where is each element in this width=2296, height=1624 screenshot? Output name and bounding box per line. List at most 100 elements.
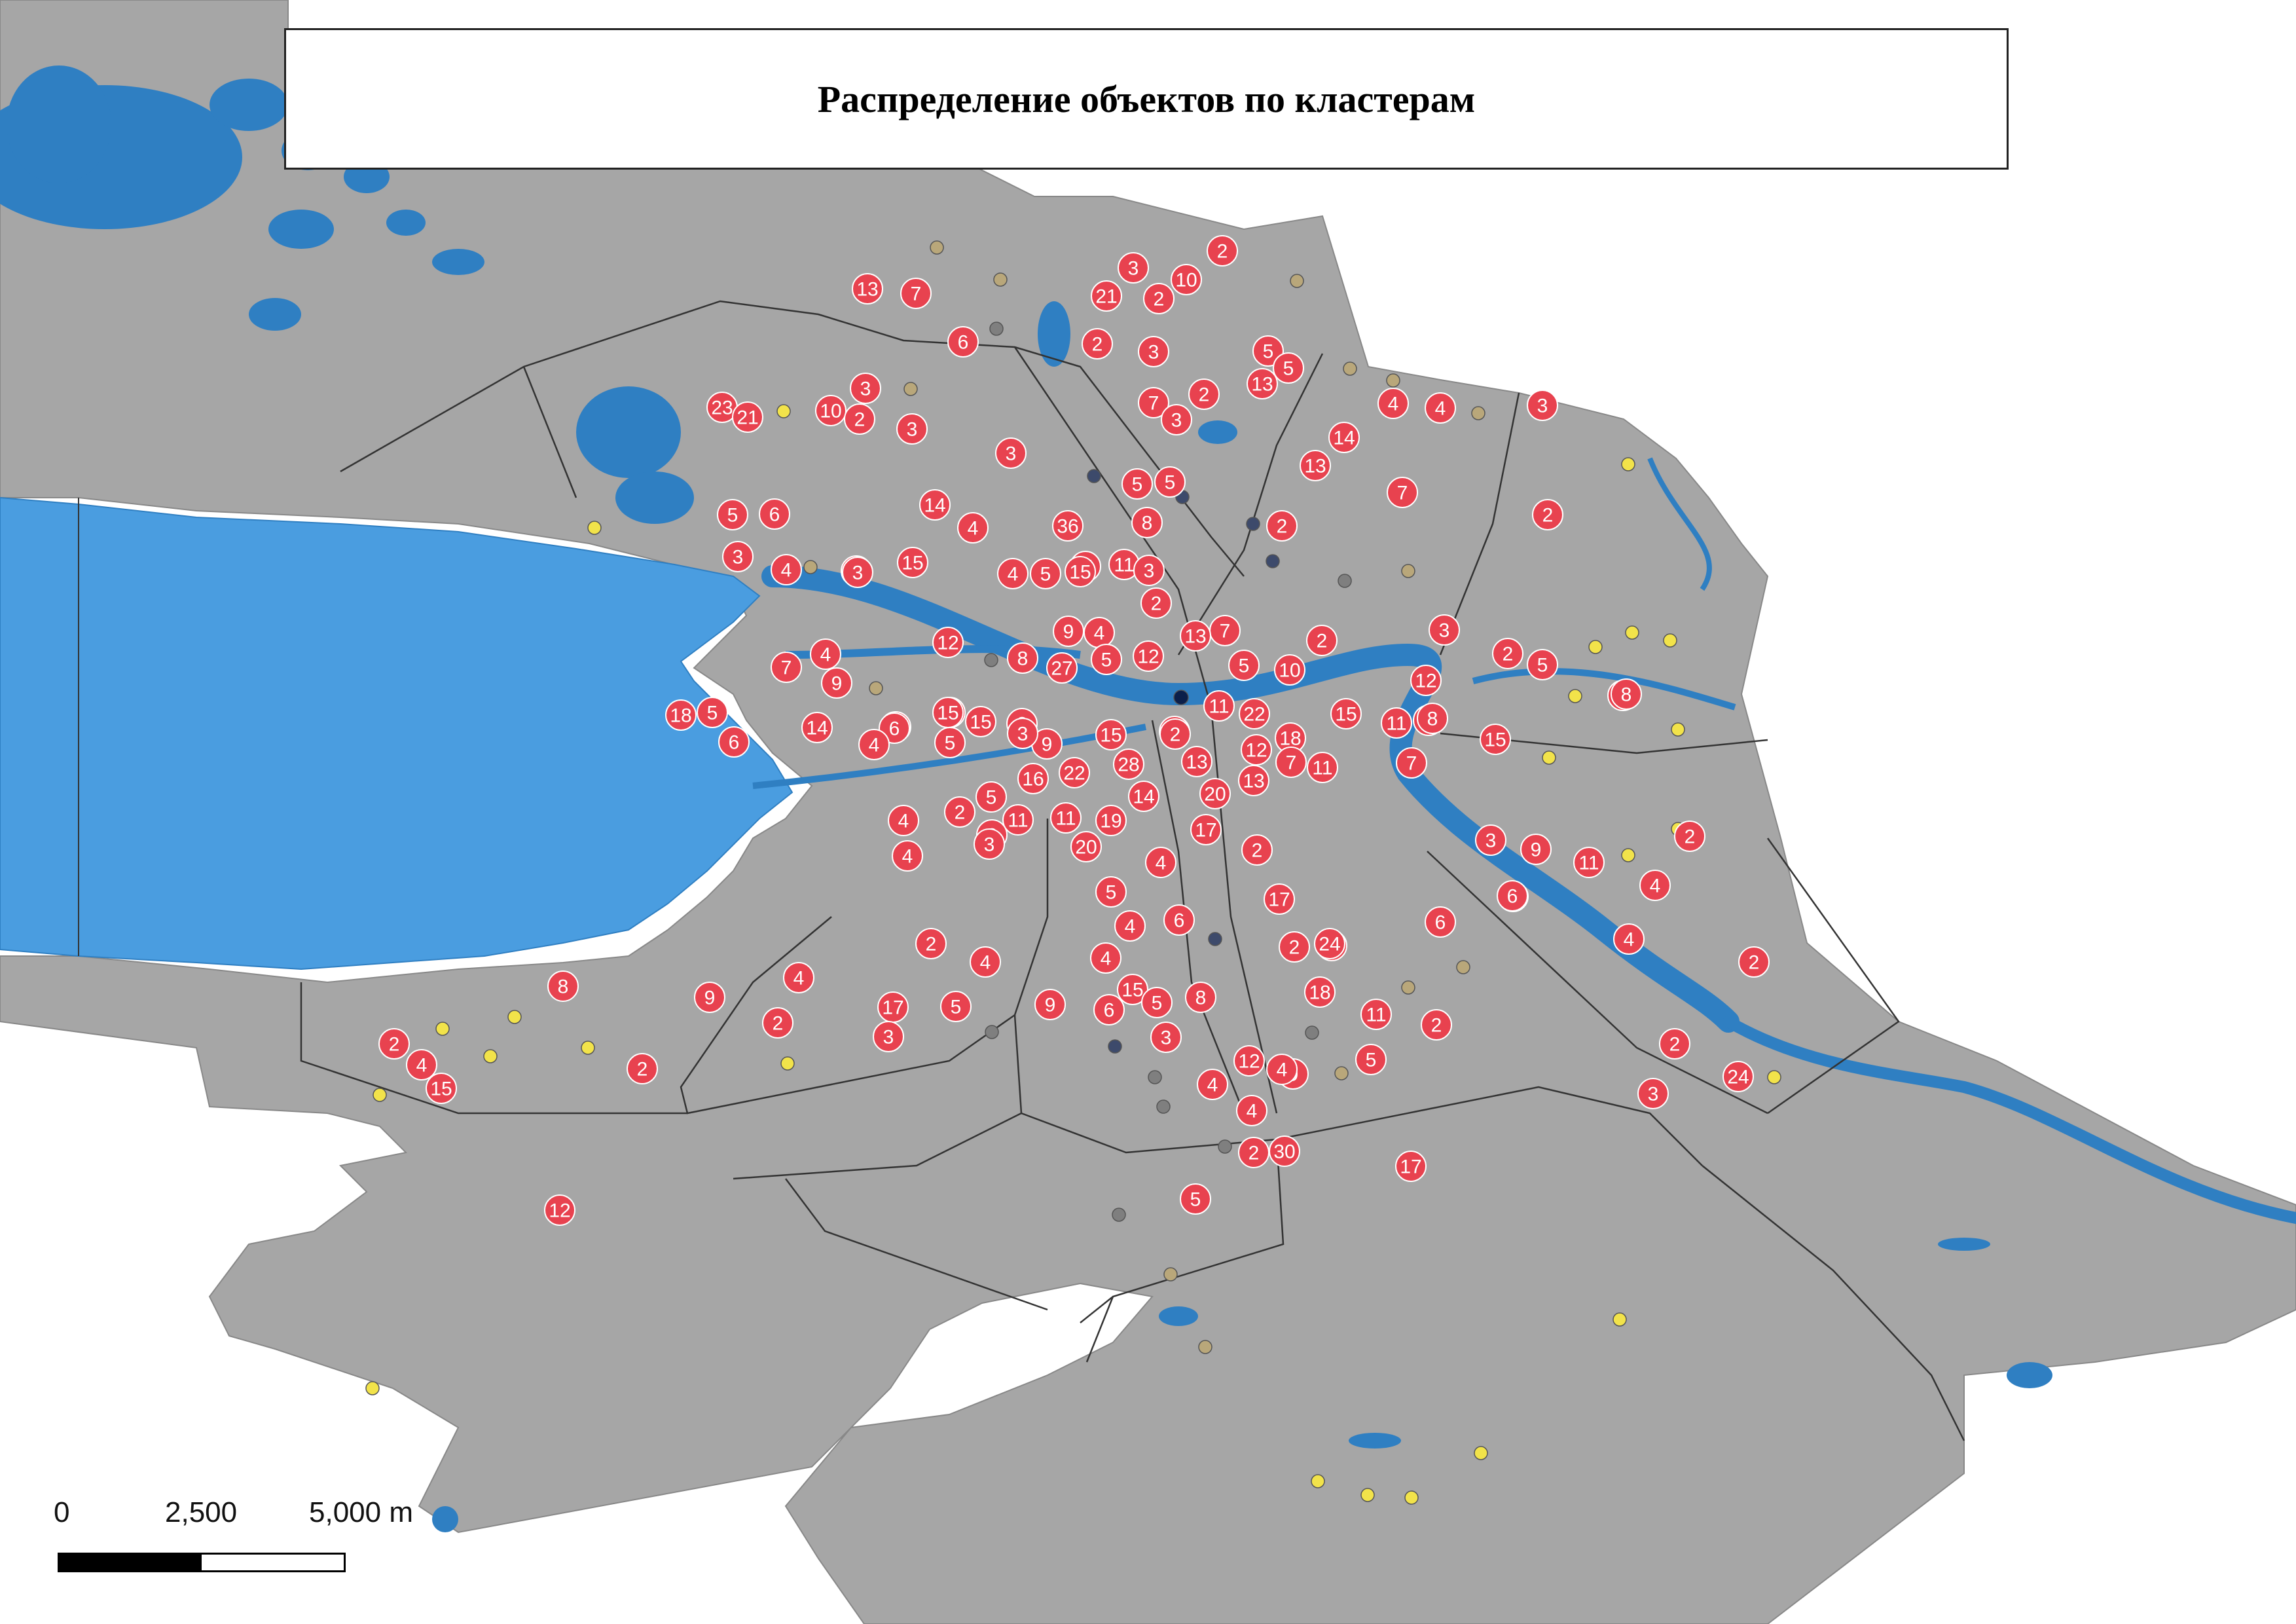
scale-segment-white — [202, 1555, 344, 1570]
cluster-count-label: 2 — [1252, 840, 1263, 862]
cluster-count-label: 9 — [1045, 995, 1056, 1016]
cluster-count-label: 5 — [727, 505, 738, 526]
cluster-marker: 4 — [1084, 617, 1115, 648]
cluster-count-label: 3 — [1439, 620, 1450, 642]
cluster-count-label: 9 — [704, 987, 716, 1009]
cluster-count-label: 4 — [1008, 564, 1019, 585]
point-tan — [1471, 406, 1485, 420]
cluster-marker-circle — [970, 946, 1001, 978]
cluster-marker-circle — [1030, 558, 1061, 589]
cluster-marker: 3 — [995, 437, 1027, 469]
cluster-marker-circle — [1143, 283, 1175, 314]
scale-bar: 0 2,500 5,000 m — [54, 1496, 413, 1601]
cluster-marker: 5 — [1180, 1183, 1211, 1215]
cluster-marker-circle — [1141, 987, 1173, 1018]
cluster-marker: 2 — [944, 796, 975, 828]
cluster-count-label: 3 — [733, 547, 744, 568]
cluster-marker: 7 — [1396, 747, 1427, 779]
small-ponds — [432, 1238, 2052, 1532]
cluster-marker: 14 — [1328, 422, 1360, 453]
cluster-marker: 4 — [997, 558, 1029, 589]
cluster-marker-circle — [1417, 703, 1448, 734]
scale-segment-black — [60, 1555, 202, 1570]
cluster-marker: 2 — [915, 928, 947, 959]
cluster-count-label: 28 — [1118, 754, 1139, 776]
cluster-marker-circle — [1095, 719, 1127, 750]
cluster-count-label: 10 — [1279, 660, 1300, 682]
cluster-count-label: 6 — [958, 332, 969, 354]
cluster-marker: 12 — [932, 627, 964, 658]
cluster-marker: 4 — [1377, 388, 1409, 419]
cluster-marker: 30 — [1269, 1135, 1300, 1167]
cluster-count-label: 4 — [820, 644, 831, 666]
cluster-marker: 2 — [1241, 834, 1273, 866]
cluster-marker-circle — [732, 401, 763, 433]
point-dots — [365, 240, 1781, 1505]
cluster-marker: 10 — [815, 395, 847, 426]
cluster-marker: 8 — [1417, 703, 1448, 734]
cluster-marker-circle — [1133, 640, 1164, 672]
cluster-count-label: 8 — [1017, 648, 1029, 670]
cluster-marker-circle — [722, 541, 754, 572]
cluster-marker-circle — [850, 373, 881, 404]
point-yellow — [507, 1010, 522, 1024]
cluster-marker: 4 — [892, 840, 923, 872]
cluster-count-label: 4 — [416, 1055, 428, 1077]
cluster-marker-circle — [1307, 752, 1338, 783]
river-east — [1647, 457, 1712, 591]
cluster-marker: 5 — [1252, 335, 1284, 367]
cluster-marker: 3 — [1429, 614, 1460, 646]
cluster-marker-circle — [801, 712, 833, 743]
point-gray — [1305, 1025, 1319, 1040]
point-tan — [1401, 980, 1415, 995]
point-yellow — [1767, 1070, 1781, 1084]
cluster-marker-circle — [1002, 804, 1034, 836]
cluster-marker-circle — [1138, 336, 1169, 367]
cluster-marker: 27 — [1046, 652, 1078, 684]
cluster-marker: 3 — [722, 541, 754, 572]
cluster-marker-circle — [810, 638, 841, 670]
cluster-marker-circle — [1279, 931, 1310, 963]
cluster-marker-circle — [1674, 821, 1705, 852]
cluster-marker: 20 — [1070, 831, 1102, 862]
cluster-marker-circle — [1095, 805, 1127, 836]
cluster-marker-circle — [1355, 1044, 1387, 1075]
cluster-marker-circle — [1520, 834, 1552, 865]
cluster-marker-circle — [919, 489, 951, 521]
cluster-marker: 2 — [844, 403, 875, 435]
cluster-marker: 4 — [970, 946, 1001, 978]
cluster-marker: 9 — [1034, 989, 1066, 1020]
cluster-marker: 3 — [1150, 1022, 1182, 1053]
cluster-count-label: 11 — [1312, 758, 1332, 779]
cluster-marker-circle — [1330, 698, 1362, 729]
cluster-marker: 5 — [1154, 466, 1186, 498]
cluster-marker: 5 — [1228, 650, 1260, 681]
cluster-count-label: 10 — [1175, 270, 1197, 291]
cluster-marker-circle — [1145, 847, 1176, 878]
cluster-count-label: 7 — [1397, 483, 1408, 504]
cluster-count-label: 4 — [1247, 1101, 1258, 1122]
map-title: Распределение объектов по кластерам — [817, 77, 1476, 120]
cluster-marker: 17 — [1395, 1151, 1427, 1182]
point-yellow — [1625, 625, 1639, 640]
cluster-marker: 3 — [1527, 390, 1558, 421]
cluster-marker-circle — [1053, 616, 1084, 647]
cluster-marker-circle — [1239, 698, 1270, 729]
cluster-marker: 13 — [1247, 368, 1278, 399]
point-gray — [1338, 574, 1352, 588]
cluster-marker: 13 — [1180, 620, 1211, 652]
cluster-marker: 8 — [1611, 678, 1642, 710]
cluster-marker: 2 — [1532, 499, 1563, 530]
cluster-marker-circle — [1241, 734, 1272, 766]
cluster-count-label: 3 — [883, 1027, 894, 1048]
cluster-marker: 2 — [1421, 1009, 1452, 1041]
cluster-marker: 18 — [1304, 976, 1336, 1008]
cluster-marker: 5 — [975, 781, 1007, 813]
cluster-marker-circle — [1659, 1028, 1690, 1060]
cluster-count-label: 13 — [1243, 771, 1264, 792]
cluster-count-label: 15 — [1121, 980, 1143, 1001]
cluster-count-label: 4 — [781, 560, 792, 581]
cluster-marker: 3 — [1138, 336, 1169, 367]
cluster-marker: 3 — [1118, 252, 1149, 284]
point-navy — [1208, 932, 1222, 946]
